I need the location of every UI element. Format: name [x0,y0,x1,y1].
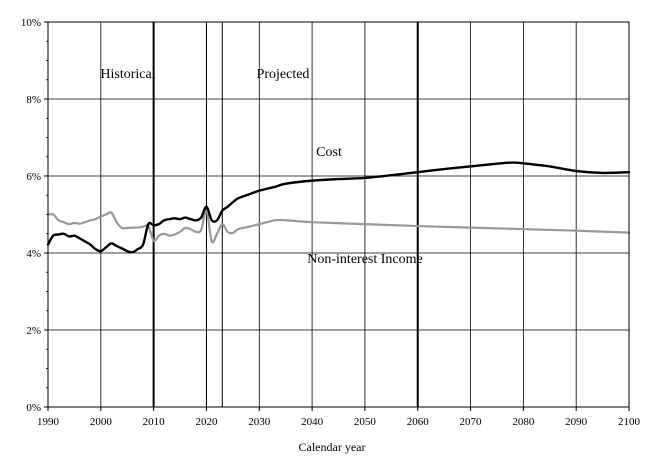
x-tick-label: 2080 [512,416,535,428]
x-tick-label: 2010 [143,416,166,428]
x-tick-label: 2050 [354,416,377,428]
x-tick-label: 2030 [248,416,271,428]
x-tick-label: 2090 [565,416,588,428]
x-axis-label: Calendar year [299,440,366,454]
y-tick-label: 2% [26,325,41,337]
y-tick-label: 8% [26,94,41,106]
annotation-non-interest-income: Non-interest Income [307,252,422,267]
y-tick-label: 6% [26,171,41,183]
y-tick-label: 10% [21,17,41,29]
series-lines [46,161,631,254]
annotation-historical: Historical [100,67,155,82]
plot-area-frame [47,21,630,408]
y-tick-labels: 0% 2% 4% 6% 8% 10% [21,17,41,414]
x-tick-label: 2040 [301,416,324,428]
x-tick-label: 2020 [195,416,218,428]
annotation-projected: Projected [257,67,310,82]
period-markers [152,22,419,407]
non-interest-income-series-line [46,209,631,244]
annotation-cost: Cost [316,145,342,160]
cost-series-line [46,161,631,254]
x-tick-label: 2070 [460,416,483,428]
y-tick-label: 4% [26,248,41,260]
x-tick-label: 2000 [90,416,113,428]
x-tick-label: 2100 [618,416,641,428]
x-tick-label: 2060 [407,416,430,428]
y-tick-label: 0% [26,402,41,414]
x-tick-labels: 1990 2000 2010 2020 2030 2040 2050 2060 2070 2080… [37,416,641,428]
x-tick-label: 1990 [37,416,60,428]
